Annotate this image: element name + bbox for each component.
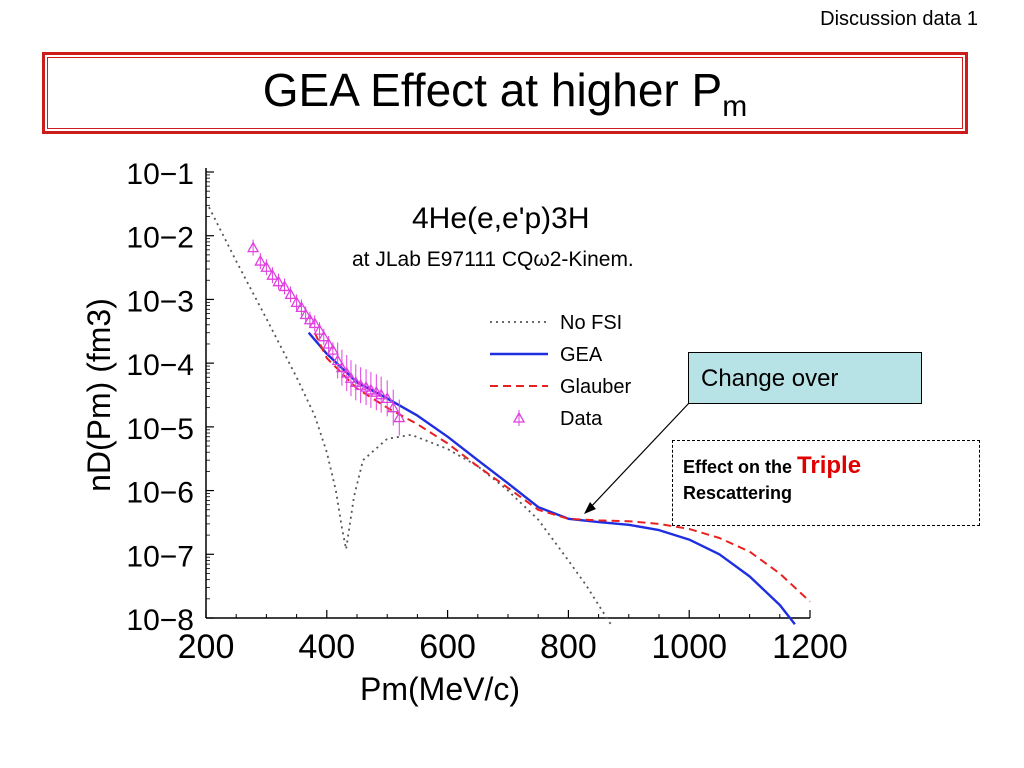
data-point — [381, 392, 394, 404]
legend-label-glauber: Glauber — [560, 376, 631, 398]
data-point — [284, 288, 297, 300]
data-point — [335, 361, 349, 373]
data-point — [387, 401, 400, 413]
chart-title: 4He(e,e'p)3H — [412, 202, 589, 235]
title-box: GEA Effect at higher Pm — [42, 52, 968, 134]
data-point — [349, 375, 362, 387]
legend: No FSI GEA Glauber Data — [490, 312, 631, 430]
data-point — [308, 317, 321, 329]
change-over-callout: Change over — [688, 352, 922, 404]
data-point — [299, 308, 312, 320]
data-point — [247, 241, 260, 253]
y-tick-label: 10−7 — [126, 540, 194, 573]
data-point — [393, 411, 406, 423]
arrow-head — [584, 502, 596, 514]
data-point — [278, 280, 291, 292]
y-tick-label: 10−3 — [126, 285, 194, 318]
data-point — [370, 385, 383, 397]
y-tick-label: 10−2 — [126, 222, 194, 255]
arrow-line — [587, 401, 691, 511]
data-point — [295, 301, 308, 313]
callout-arrow — [584, 401, 691, 514]
legend-label-data: Data — [560, 408, 603, 430]
series-layer — [208, 206, 811, 625]
x-tick-label: 200 — [178, 628, 235, 666]
effect-prefix-text: Effect on the — [683, 457, 798, 477]
x-tick-label: 1200 — [772, 628, 848, 666]
legend-label-no-fsi: No FSI — [560, 312, 622, 334]
chart: 200 400 600 800 1000 1200 10−1 10−2 10−3 10−4 10−5… — [81, 158, 848, 707]
y-tick-label: 10−6 — [126, 477, 194, 510]
series-no-fsi-line — [208, 206, 612, 625]
data-point — [326, 343, 339, 355]
effect-accent-text: Triple — [797, 452, 862, 479]
chart-subtitle: at JLab E97111 CQω2-Kinem. — [352, 248, 634, 271]
data-point — [354, 378, 367, 390]
series-glauber-line — [313, 332, 811, 603]
data-point — [266, 268, 279, 280]
data-point — [331, 354, 344, 366]
chart-text: 4He(e,e'p)3H at JLab E97111 CQω2-Kinem. — [352, 202, 634, 271]
data-point — [364, 383, 377, 395]
legend-label-gea: GEA — [560, 344, 603, 366]
data-point — [290, 296, 303, 307]
data-point — [254, 254, 267, 266]
data-point — [317, 330, 330, 342]
data-point — [313, 323, 326, 335]
slide-label: Discussion data 1 — [820, 8, 978, 30]
slide-title-main: GEA Effect at higher P — [262, 63, 723, 116]
x-tick-label: 800 — [540, 628, 597, 666]
slide-title: GEA Effect at higher Pm — [263, 63, 747, 124]
data-point — [322, 337, 335, 349]
x-axis-label: Pm(MeV/c) — [360, 671, 520, 707]
slide-title-sub: m — [722, 89, 748, 123]
data-point — [340, 366, 353, 378]
y-tick-label: 10−8 — [126, 604, 194, 637]
y-tick-label: 10−4 — [126, 349, 194, 382]
data-point — [272, 275, 285, 287]
data-point — [260, 260, 273, 272]
triple-rescattering-callout: Effect on the Triple Rescattering — [672, 440, 980, 526]
y-axis-label: nD(Pm) (fm3) — [81, 298, 117, 492]
data-point — [344, 371, 358, 383]
x-tick-label: 400 — [298, 628, 355, 666]
series-gea-line — [307, 331, 796, 625]
change-over-text: Change over — [701, 365, 839, 392]
x-tick-label: 1000 — [651, 628, 727, 666]
y-tick-label: 10−1 — [126, 158, 194, 191]
effect-line2-text: Rescattering — [683, 483, 793, 503]
axes: 200 400 600 800 1000 1200 10−1 10−2 10−3 10−4 10−5… — [81, 158, 848, 707]
data-point — [303, 313, 316, 325]
data-point — [359, 380, 373, 392]
y-tick-label: 10−5 — [126, 413, 194, 446]
data-point — [375, 388, 388, 400]
x-tick-label: 600 — [419, 628, 476, 666]
